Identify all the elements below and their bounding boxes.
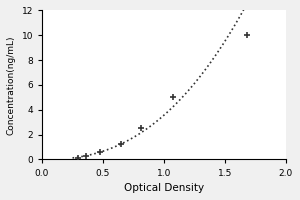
X-axis label: Optical Density: Optical Density [124, 183, 204, 193]
Y-axis label: Concentration(ng/mL): Concentration(ng/mL) [7, 35, 16, 135]
